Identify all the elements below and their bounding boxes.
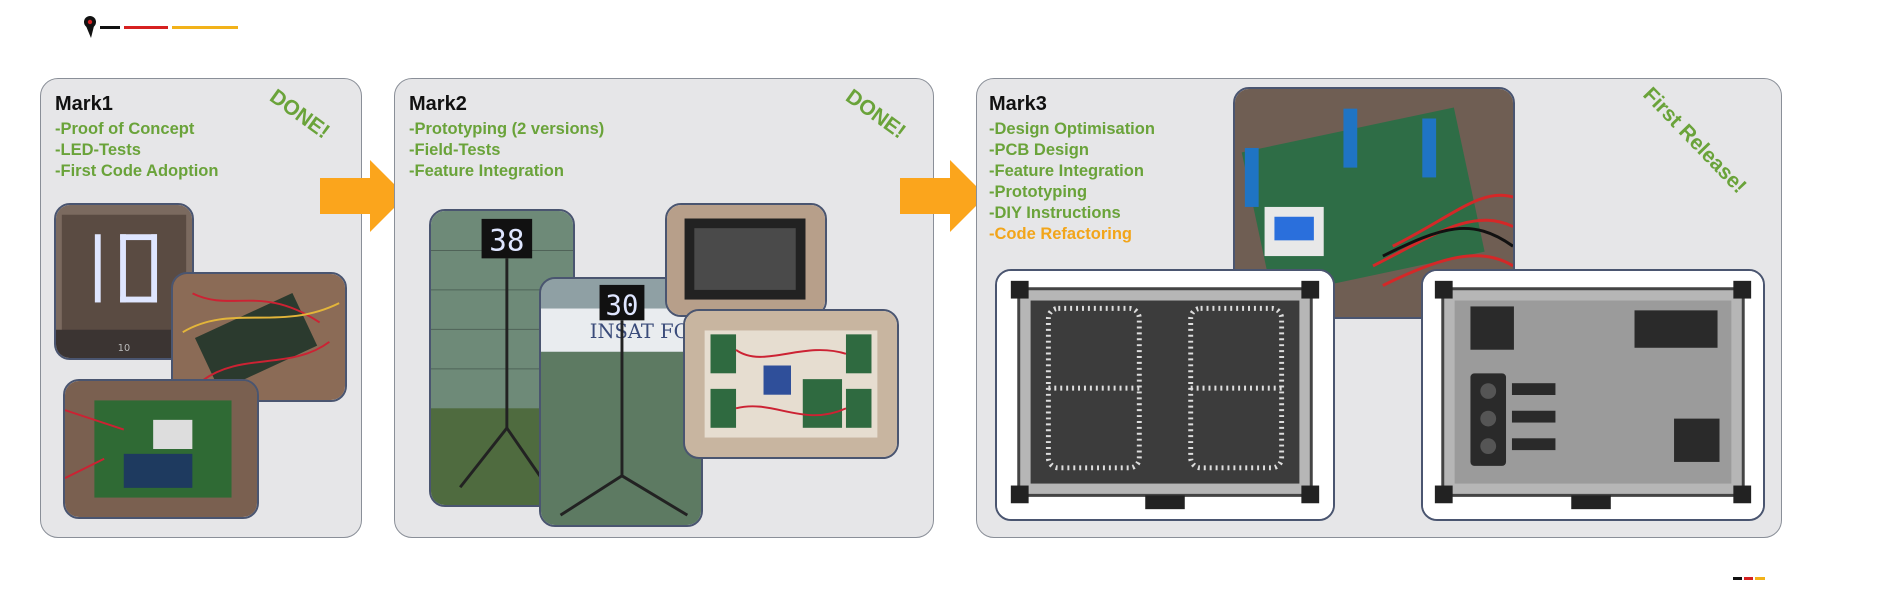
feature-list: -Proof of Concept -LED-Tests -First Code…: [55, 119, 218, 182]
status-stamp: DONE!: [841, 85, 910, 144]
list-item: -Proof of Concept: [55, 120, 195, 138]
panel-mark3: Mark3 -Design Optimisation -PCB Design -…: [976, 78, 1782, 538]
list-item: -First Code Adoption: [55, 162, 219, 180]
list-item: -Feature Integration: [409, 162, 564, 180]
render-back-case: [1421, 269, 1765, 521]
photo-controller-board: [63, 379, 259, 519]
arrow-icon: [320, 160, 406, 232]
panel-mark1: Mark1 -Proof of Concept -LED-Tests -Firs…: [40, 78, 362, 538]
list-item: -Feature Integration: [989, 162, 1144, 180]
svg-text:38: 38: [489, 223, 524, 257]
list-item: -LED-Tests: [55, 141, 141, 159]
status-stamp: DONE!: [265, 85, 334, 144]
svg-text:30: 30: [606, 290, 639, 321]
svg-text:10: 10: [118, 343, 130, 354]
arrow-icon: [900, 160, 986, 232]
status-stamp: First Release!: [1638, 83, 1751, 199]
panel-title: Mark3: [989, 93, 1047, 115]
panel-title: Mark1: [55, 93, 113, 115]
render-front-case: [995, 269, 1335, 521]
photo-tripod-banner: INSAT FOE 30: [539, 277, 703, 527]
list-item: -Prototyping: [989, 183, 1088, 201]
list-item: -Prototyping (2 versions): [409, 120, 605, 138]
svg-text:INSAT FOE: INSAT FOE: [590, 320, 701, 343]
brand-logo: [84, 16, 238, 38]
list-item: -Field-Tests: [409, 141, 501, 159]
photo-panel-frame: [665, 203, 827, 317]
list-item: -PCB Design: [989, 141, 1089, 159]
feature-list: -Design Optimisation -PCB Design -Featur…: [989, 119, 1155, 245]
list-item: -DIY Instructions: [989, 204, 1121, 222]
panel-title: Mark2: [409, 93, 467, 115]
feature-list: -Prototyping (2 versions) -Field-Tests -…: [409, 119, 604, 182]
photo-led-display: 10: [54, 203, 194, 360]
panel-mark2: Mark2 -Prototyping (2 versions) -Field-T…: [394, 78, 934, 538]
list-item-highlight: -Code Refactoring: [989, 225, 1133, 243]
list-item: -Design Optimisation: [989, 120, 1155, 138]
photo-pcb-layout: [683, 309, 899, 459]
brand-mark-icon: [1733, 577, 1765, 580]
